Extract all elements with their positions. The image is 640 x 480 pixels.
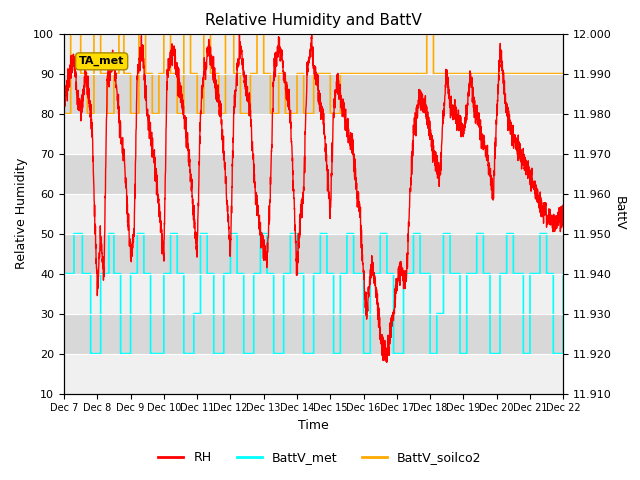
Y-axis label: BattV: BattV bbox=[612, 196, 626, 231]
Bar bbox=[64, 313, 563, 354]
Title: Relative Humidity and BattV: Relative Humidity and BattV bbox=[205, 13, 422, 28]
Bar bbox=[64, 234, 563, 274]
Legend: RH, BattV_met, BattV_soilco2: RH, BattV_met, BattV_soilco2 bbox=[154, 446, 486, 469]
Bar bbox=[64, 274, 563, 313]
Bar bbox=[64, 193, 563, 234]
Text: TA_met: TA_met bbox=[79, 56, 124, 66]
Bar bbox=[64, 73, 563, 114]
Bar bbox=[64, 34, 563, 73]
Bar bbox=[64, 154, 563, 193]
Bar bbox=[64, 354, 563, 394]
Bar bbox=[64, 114, 563, 154]
Y-axis label: Relative Humidity: Relative Humidity bbox=[15, 158, 28, 269]
X-axis label: Time: Time bbox=[298, 419, 329, 432]
